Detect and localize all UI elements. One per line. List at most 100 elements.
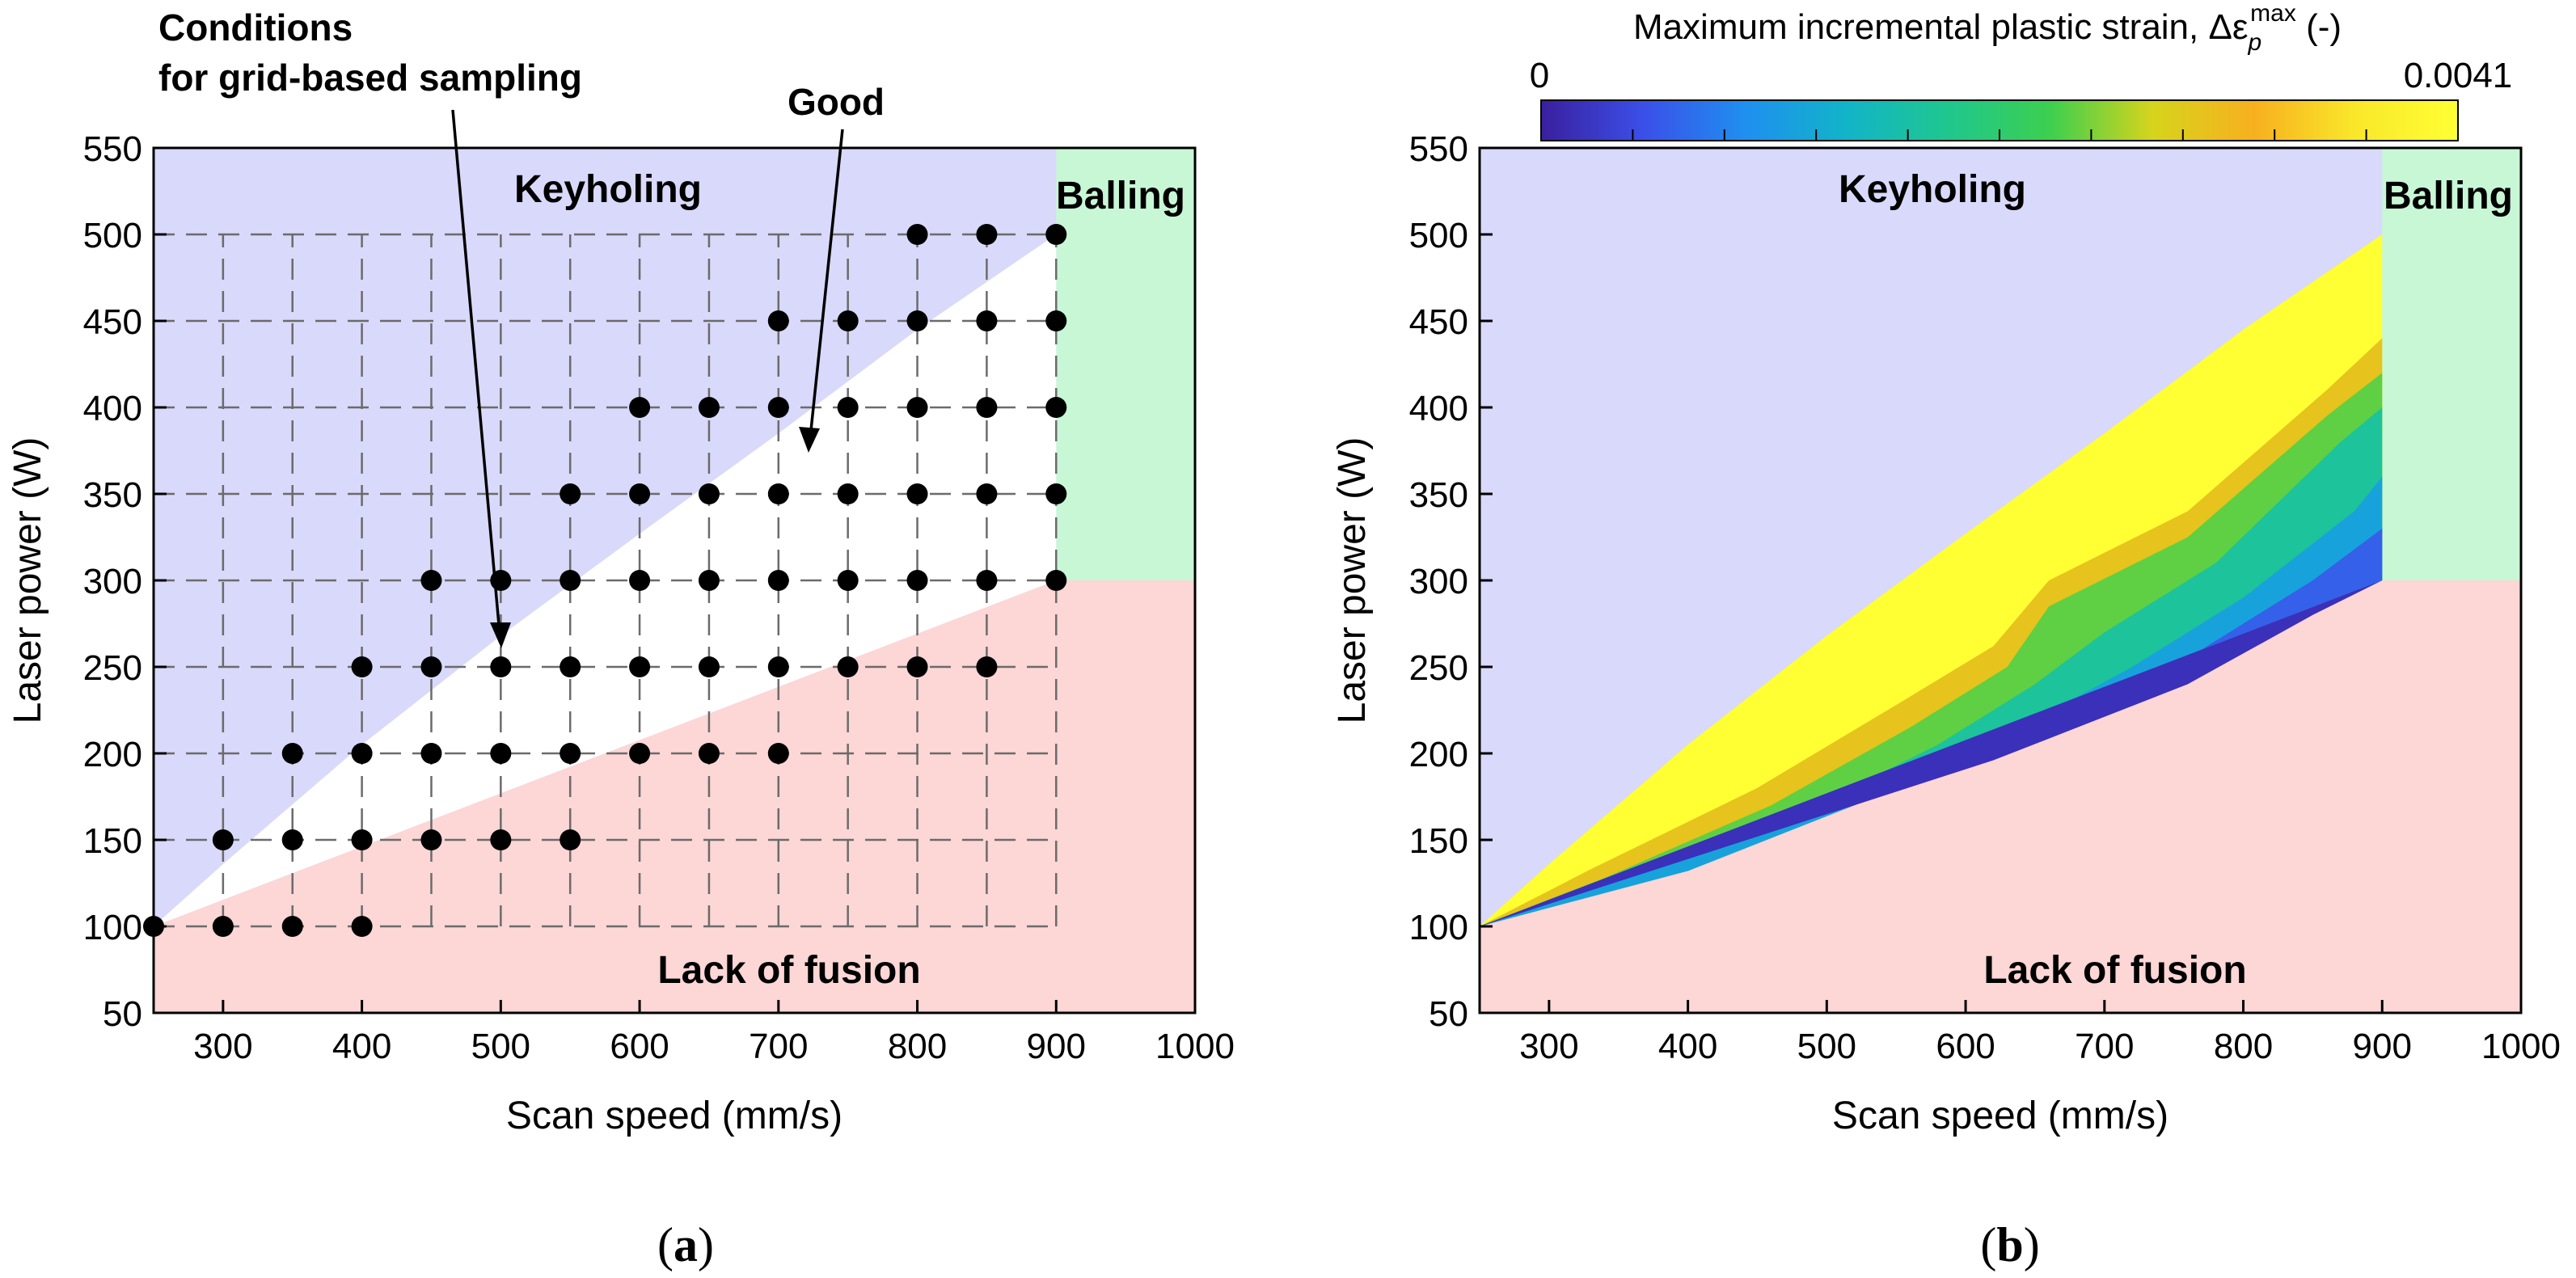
panel-a-y-tick-label: 300 — [83, 562, 142, 601]
panel-a-balling-label: Balling — [1056, 175, 1185, 217]
panel-b-y-tick-label: 500 — [1409, 216, 1468, 255]
sample-point — [698, 743, 720, 764]
sample-point — [767, 483, 789, 504]
panel-a-y-tick-label: 250 — [83, 648, 142, 688]
sample-point — [281, 916, 303, 937]
sample-point — [351, 656, 373, 677]
panel-a-x-ticks: 300 400 500 600 700 800 900 1000 — [193, 1000, 1235, 1066]
sample-point — [906, 656, 928, 677]
panel-b-x-ticks: 300 400 500 600 700 800 900 1000 — [1519, 1000, 2561, 1066]
sample-point — [976, 483, 998, 504]
sample-point — [837, 483, 859, 504]
sample-point — [420, 743, 442, 764]
panel-b-y-tick-label: 200 — [1409, 735, 1468, 774]
sample-point — [351, 916, 373, 937]
sample-point — [976, 397, 998, 418]
sample-point — [837, 570, 859, 591]
panel-b-y-tick-label: 50 — [1429, 994, 1468, 1034]
sample-point — [767, 656, 789, 677]
sample-point — [698, 397, 720, 418]
panel-b-keyholing-label: Keyholing — [1839, 168, 2026, 211]
panel-a-annotation-conditions-line2: for grid-based sampling — [158, 57, 582, 99]
panel-a-sample-points — [143, 224, 1067, 937]
sample-point — [1045, 570, 1067, 591]
sample-point — [560, 570, 581, 591]
sample-point — [281, 743, 303, 764]
strain-field-band — [1480, 234, 2383, 926]
panel-a-y-tick-label: 500 — [83, 216, 142, 255]
sample-point — [906, 483, 928, 504]
panel-a-regions — [154, 148, 1195, 1013]
panel-b-y-tick-label: 150 — [1409, 821, 1468, 861]
panel-a-good-arrow-line — [809, 129, 844, 439]
panel-b-y-axis-label: Laser power (W) — [1331, 437, 1374, 724]
panel-b-y-tick-label: 250 — [1409, 648, 1468, 688]
panel-a-conditions-arrow-head — [490, 622, 511, 648]
sample-point — [212, 916, 234, 937]
panel-a-x-tick-label: 700 — [749, 1027, 808, 1066]
panel-a-x-tick-label: 1000 — [1155, 1027, 1235, 1066]
sample-point — [351, 829, 373, 850]
sample-point — [976, 570, 998, 591]
sample-point — [767, 310, 789, 331]
sample-point — [629, 656, 651, 677]
panel-a-x-tick-label: 900 — [1027, 1027, 1086, 1066]
sample-point — [1045, 224, 1067, 245]
panel-a-x-tick-label: 500 — [471, 1027, 530, 1066]
panel-a-x-tick-label: 400 — [332, 1027, 391, 1066]
panel-b-y-tick-label: 550 — [1409, 129, 1468, 169]
sample-point — [976, 224, 998, 245]
panel-b-y-tick-label: 400 — [1409, 389, 1468, 428]
sample-point — [420, 829, 442, 850]
panel-b-x-tick-label: 500 — [1797, 1027, 1856, 1066]
sample-point — [629, 483, 651, 504]
panel-a-y-tick-label: 550 — [83, 129, 142, 169]
panel-b-x-tick-label: 400 — [1658, 1027, 1717, 1066]
panel-b-x-tick-label: 300 — [1519, 1027, 1578, 1066]
sample-point — [767, 397, 789, 418]
panel-a-plot: 300 400 500 600 700 800 900 1000 50 100 150 200 250… — [6, 6, 1235, 1272]
panel-a-y-tick-label: 350 — [83, 475, 142, 515]
colorbar-ticks — [1632, 129, 2367, 141]
sample-point — [1045, 483, 1067, 504]
panel-b-y-ticks: 50 100 150 200 250 300 350 400 450 500 550 — [1409, 129, 1493, 1034]
panel-a-sampling-grid — [154, 233, 1058, 928]
sample-point — [698, 656, 720, 677]
sample-point — [976, 656, 998, 677]
sample-point — [351, 743, 373, 764]
colorbar-title: Maximum incremental plastic strain, Δεpm… — [1633, 0, 2342, 56]
panel-a-annotation-conditions-line1: Conditions — [158, 6, 353, 49]
panel-a-conditions-arrow-line — [451, 109, 501, 635]
sample-point — [420, 656, 442, 677]
panel-b-y-tick-label: 450 — [1409, 302, 1468, 342]
panel-a-label: (a) — [657, 1218, 714, 1272]
sample-point — [906, 397, 928, 418]
panel-b-x-tick-label: 600 — [1936, 1027, 1995, 1066]
panel-a-y-tick-label: 100 — [83, 908, 142, 947]
panel-a-x-tick-label: 300 — [193, 1027, 252, 1066]
panel-b-label: (b) — [1980, 1218, 2039, 1272]
sample-point — [837, 656, 859, 677]
panel-a-lack-of-fusion-region — [154, 580, 1195, 1013]
sample-point — [629, 570, 651, 591]
panel-b-strain-field — [1480, 234, 2383, 926]
sample-point — [560, 743, 581, 764]
panel-a-y-tick-label: 200 — [83, 735, 142, 774]
panel-a-y-tick-label: 400 — [83, 389, 142, 428]
panel-a-y-tick-label: 150 — [83, 821, 142, 861]
sample-point — [767, 570, 789, 591]
panel-b-y-tick-label: 350 — [1409, 475, 1468, 515]
sample-point — [767, 743, 789, 764]
panel-a-keyholing-label: Keyholing — [514, 168, 702, 211]
sample-point — [906, 570, 928, 591]
panel-b-y-tick-label: 300 — [1409, 562, 1468, 601]
panel-b-plot: 300 400 500 600 700 800 900 1000 50 100 150 200 250… — [1331, 0, 2561, 1272]
panel-a-y-ticks: 50 100 150 200 250 300 350 400 450 500 550 — [83, 129, 167, 1034]
colorbar-min-label: 0 — [1530, 56, 1549, 95]
sample-point — [629, 743, 651, 764]
sample-point — [976, 310, 998, 331]
panel-a-x-tick-label: 600 — [610, 1027, 669, 1066]
sample-point — [281, 829, 303, 850]
sample-point — [490, 656, 512, 677]
